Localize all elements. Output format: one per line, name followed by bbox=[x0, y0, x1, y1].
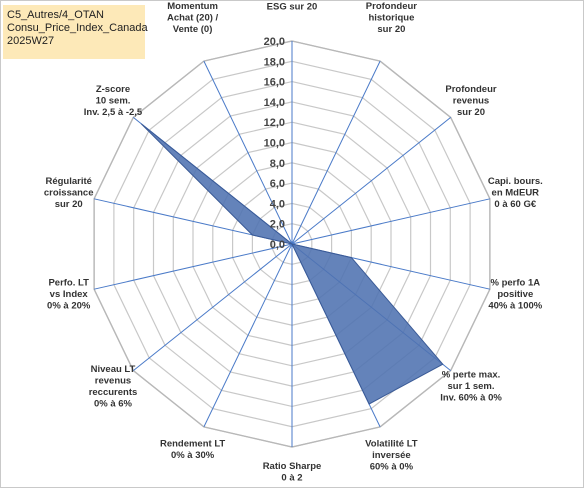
axis-label: % perte max. sur 1 sem. Inv. 60% à 0% bbox=[440, 370, 502, 404]
tick-label: 18,0 bbox=[264, 56, 285, 68]
axis-spoke bbox=[93, 243, 293, 290]
tick-label: 12,0 bbox=[264, 117, 285, 129]
tick-label: 6,0 bbox=[270, 178, 285, 190]
title-line-2: Consu_Price_Index_Canada bbox=[7, 22, 148, 34]
axis-label: Profondeur revenus sur 20 bbox=[445, 84, 496, 118]
axis-label: % perfo 1A positive 40% à 100% bbox=[488, 278, 542, 312]
axis-label: Z-score 10 sem. Inv. 2,5 à -2,5 bbox=[84, 84, 143, 118]
axis-spoke bbox=[291, 117, 452, 245]
tick-label: 2,0 bbox=[270, 219, 285, 231]
axis-label: Profondeur historique sur 20 bbox=[366, 1, 417, 35]
data-series-area bbox=[140, 123, 444, 405]
axis-label: NoteESG sur 20 bbox=[267, 1, 318, 13]
axis-spoke bbox=[132, 243, 293, 371]
title-line-3: 2025W27 bbox=[7, 35, 55, 47]
tick-label: 4,0 bbox=[270, 198, 285, 210]
title-line-1: C5_Autres/4_OTAN bbox=[7, 9, 105, 21]
axis-label: Ratio Sharpe 0 à 2 bbox=[263, 461, 322, 484]
tick-label: 20,0 bbox=[264, 36, 285, 48]
axis-spoke bbox=[203, 243, 293, 428]
axis-label: Niveau LT revenus reccurents 0% à 6% bbox=[89, 364, 138, 410]
chart-title-box: C5_Autres/4_OTAN Consu_Price_Index_Canad… bbox=[3, 5, 148, 59]
axis-label: Momentum Achat (20) / Vente (0) bbox=[167, 1, 219, 35]
axis-label: Régularité croissance sur 20 bbox=[44, 176, 94, 210]
axis-label: Perfo. LT vs Index 0% à 20% bbox=[47, 278, 91, 312]
tick-label: 14,0 bbox=[264, 97, 285, 109]
tick-label: 16,0 bbox=[264, 77, 285, 89]
tick-label: 8,0 bbox=[270, 158, 285, 170]
axis-spoke bbox=[291, 198, 491, 245]
tick-label: 10,0 bbox=[264, 138, 285, 150]
axis-spoke bbox=[203, 60, 293, 245]
axis-spoke bbox=[291, 60, 381, 245]
axis-label: Rendement LT 0% à 30% bbox=[160, 438, 225, 461]
tick-label: 0,0 bbox=[270, 239, 285, 251]
axis-label: Capi. bours. en MdEUR 0 à 60 G€ bbox=[488, 176, 543, 210]
axis-label: Volatilité LT inversée 60% à 0% bbox=[365, 438, 418, 472]
